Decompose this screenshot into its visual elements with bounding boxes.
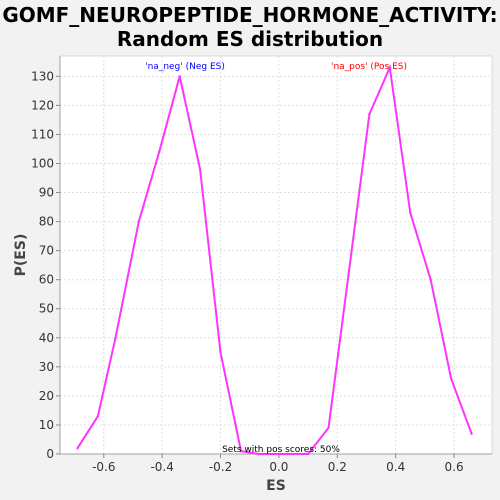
y-tick-label: 0 — [46, 447, 54, 461]
y-tick-label: 130 — [31, 69, 54, 83]
x-tick-label: 0.2 — [328, 460, 347, 474]
data-point — [178, 75, 181, 78]
y-tick-label: 60 — [39, 273, 54, 287]
data-point — [158, 150, 161, 154]
chart-title-line1: GOMF_NEUROPEPTIDE_HORMONE_ACTIVITY: — [2, 3, 498, 27]
x-tick-label: -0.4 — [150, 460, 173, 474]
data-point — [137, 220, 141, 223]
data-point — [327, 426, 330, 430]
annotation-pos-es: 'na_pos' (Pos ES) — [331, 62, 407, 72]
x-axis-label: ES — [266, 478, 286, 494]
y-tick-label: 120 — [31, 98, 54, 112]
x-tick-label: -0.2 — [209, 460, 232, 474]
y-tick-label: 30 — [39, 360, 54, 374]
y-tick-label: 50 — [39, 302, 54, 316]
data-point — [409, 211, 412, 215]
x-tick-label: 0.4 — [386, 460, 405, 474]
data-point — [470, 432, 473, 435]
annotation-neg-es: 'na_neg' (Neg ES) — [145, 62, 225, 72]
y-tick-label: 90 — [39, 186, 54, 200]
plot-area — [60, 56, 492, 454]
y-tick-label: 100 — [31, 156, 54, 170]
data-point — [239, 449, 243, 453]
y-tick-label: 10 — [39, 418, 54, 432]
data-point — [277, 452, 281, 456]
y-tick-label: 80 — [39, 215, 54, 229]
data-point — [429, 278, 432, 281]
y-tick-label: 20 — [39, 389, 54, 403]
y-tick-label: 40 — [39, 331, 54, 345]
x-tick-label: 0.0 — [269, 460, 288, 474]
y-tick-label: 110 — [31, 127, 54, 141]
data-point — [198, 168, 202, 171]
y-axis-label: P(ES) — [13, 234, 29, 277]
ticks: 0 10 20 30 40 50 60 70 80 90 100 110 120 130 -0.6 -0.4 -… — [31, 69, 464, 474]
x-tick-label: -0.6 — [92, 460, 115, 474]
grid — [60, 56, 492, 455]
data-point — [388, 66, 392, 69]
data-point — [257, 452, 260, 456]
data-point — [114, 336, 117, 339]
series-group — [76, 63, 473, 456]
data-point — [76, 446, 79, 450]
data-point — [219, 351, 222, 354]
x-tick-label: 0.6 — [445, 460, 464, 474]
data-point — [96, 415, 100, 418]
data-point — [306, 452, 310, 456]
data-point — [347, 269, 351, 273]
chart-title-line2: Random ES distribution — [116, 27, 384, 51]
data-point — [286, 452, 289, 456]
data-point — [449, 377, 453, 380]
y-tick-label: 70 — [39, 244, 54, 258]
annotation-pos-scores: Sets with pos scores: 50% — [222, 445, 340, 455]
data-point — [368, 112, 371, 116]
